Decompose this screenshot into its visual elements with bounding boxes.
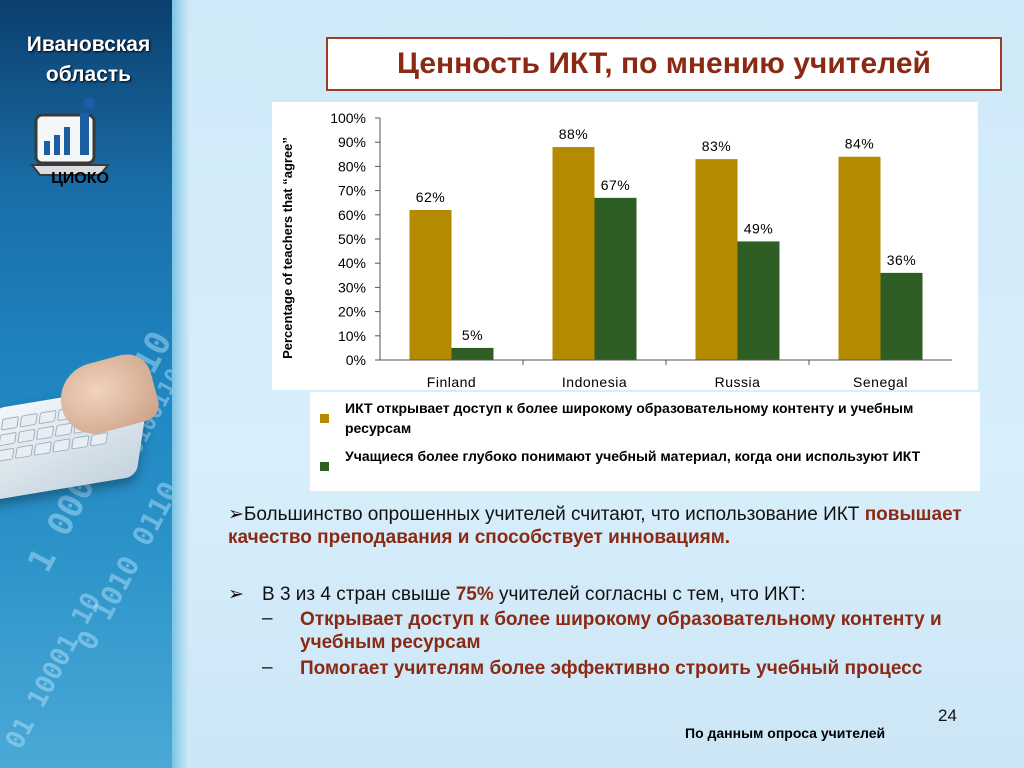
- dash-marker: –: [262, 608, 273, 629]
- y-tick-label: 50%: [338, 231, 366, 247]
- y-tick-label: 20%: [338, 304, 366, 320]
- legend-panel: ИКТ открывает доступ к более широкому об…: [310, 392, 980, 491]
- page-number: 24: [938, 706, 957, 725]
- bar: [838, 156, 881, 360]
- paragraph-2: В 3 из 4 стран свыше 75% учителей соглас…: [262, 583, 982, 606]
- data-label: 5%: [462, 327, 483, 343]
- legend-item-series-2: Учащиеся более глубоко понимают учебный …: [320, 446, 965, 471]
- legend-swatch-gold: [320, 414, 329, 423]
- paragraph-2-suffix: учителей согласны с тем, что ИКТ:: [493, 584, 806, 605]
- x-tick-label: Russia: [715, 374, 761, 390]
- x-tick-label: Indonesia: [562, 374, 627, 390]
- data-label: 88%: [559, 126, 589, 142]
- bar: [737, 241, 780, 360]
- panel-edge-strip: [172, 0, 190, 768]
- sub-bullet-1: Открывает доступ к более широкому образо…: [300, 609, 942, 653]
- data-label: 67%: [601, 177, 631, 193]
- y-tick-label: 10%: [338, 328, 366, 344]
- dash-marker: –: [262, 657, 273, 678]
- bar: [695, 159, 738, 360]
- paragraph-2-prefix: В 3 из 4 стран свыше: [262, 584, 456, 605]
- bar: [451, 347, 494, 360]
- sub-bullet-2: Помогает учителям более эффективно строи…: [300, 658, 923, 679]
- y-tick-label: 70%: [338, 183, 366, 199]
- paragraph-1-accent: повышает качество преподавания и способс…: [228, 504, 962, 548]
- y-tick-label: 100%: [330, 110, 366, 126]
- paragraph-1: ➢Большинство опрошенных учителей считают…: [228, 503, 988, 549]
- x-tick-label: Finland: [427, 374, 476, 390]
- bar: [594, 197, 637, 360]
- y-tick-label: 90%: [338, 134, 366, 150]
- y-tick-label: 30%: [338, 279, 366, 295]
- paragraph-2-accent: 75%: [455, 584, 494, 605]
- data-label: 84%: [845, 136, 875, 152]
- bullet-arrow-icon: ➢: [228, 584, 244, 605]
- data-label: 83%: [702, 138, 732, 154]
- y-tick-label: 0%: [346, 352, 366, 368]
- region-title-line2: область: [45, 63, 132, 86]
- bar: [552, 147, 595, 360]
- region-title: Ивановская область: [6, 30, 171, 90]
- region-title-line1: Ивановская: [26, 33, 151, 56]
- slide-title: Ценность ИКТ, по мнению учителей: [397, 47, 931, 80]
- bullet-arrow-icon: ➢: [228, 504, 244, 525]
- data-label: 49%: [744, 220, 774, 236]
- y-tick-label: 40%: [338, 255, 366, 271]
- x-tick-label: Senegal: [853, 374, 908, 390]
- slide-title-box: Ценность ИКТ, по мнению учителей: [326, 37, 1002, 91]
- y-tick-label: 60%: [338, 207, 366, 223]
- bar: [409, 209, 452, 360]
- data-label: 62%: [416, 189, 446, 205]
- legend-swatch-green: [320, 462, 329, 471]
- bar-chart: Percentage of teachers that “agree” 0% 10…: [280, 110, 952, 390]
- legend-label: ИКТ открывает доступ к более широкому об…: [345, 400, 914, 436]
- paragraph-1-text: Большинство опрошенных учителей считают,…: [243, 504, 865, 525]
- y-tick-label: 80%: [338, 158, 366, 174]
- legend-label: Учащиеся более глубоко понимают учебный …: [345, 448, 921, 464]
- chart-panel: Percentage of teachers that “agree” 0% 10…: [272, 102, 978, 390]
- logo-icon: [30, 97, 111, 176]
- source-note: По данным опроса учителей: [685, 725, 886, 741]
- logo-text: ЦИОКО: [51, 170, 109, 187]
- legend-item-series-1: ИКТ открывает доступ к более широкому об…: [320, 398, 965, 438]
- data-label: 36%: [887, 252, 917, 268]
- binary-digits-decor: 01 10001 10: [0, 587, 108, 755]
- bar: [880, 272, 923, 360]
- y-axis-label: Percentage of teachers that “agree”: [280, 137, 295, 359]
